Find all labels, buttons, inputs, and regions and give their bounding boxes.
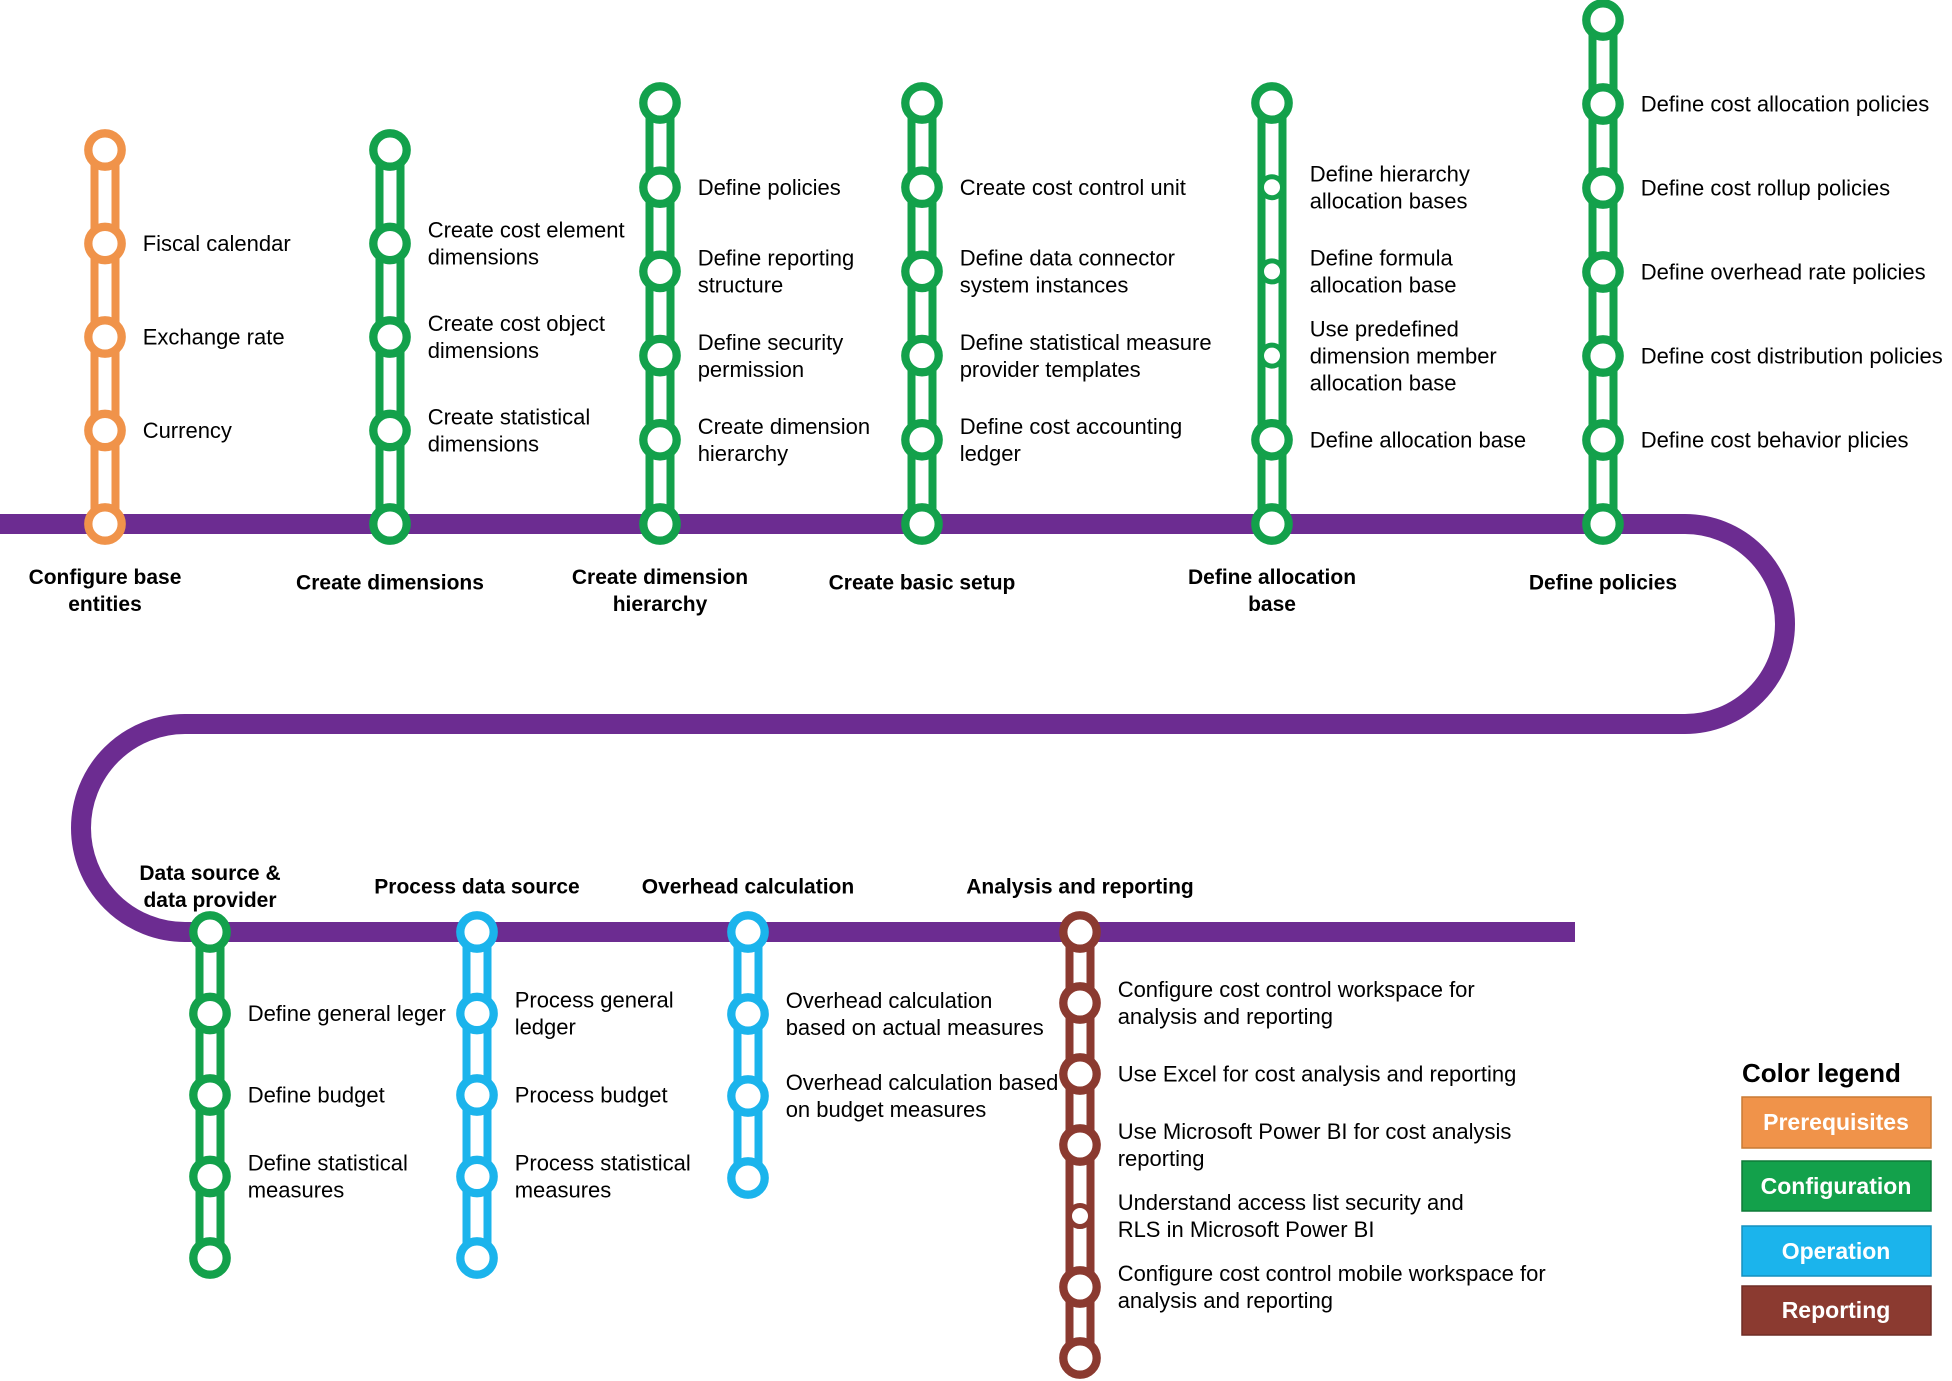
svg-text:Process budget: Process budget (515, 1083, 668, 1108)
svg-text:system instances: system instances (960, 273, 1129, 298)
svg-text:allocation bases: allocation bases (1310, 188, 1468, 213)
svg-text:Define cost allocation policie: Define cost allocation policies (1641, 92, 1930, 117)
svg-text:Configure cost control mobile: Configure cost control mobile workspace … (1118, 1261, 1546, 1286)
svg-text:Analysis and reporting: Analysis and reporting (966, 875, 1194, 898)
svg-text:dimensions: dimensions (428, 338, 539, 363)
svg-text:Configure cost control workspa: Configure cost control workspace for (1118, 977, 1475, 1002)
svg-text:dimension member: dimension member (1310, 343, 1497, 368)
svg-text:Configure base: Configure base (29, 566, 182, 589)
svg-text:analysis and reporting: analysis and reporting (1118, 1288, 1333, 1313)
svg-text:Define policies: Define policies (698, 175, 841, 200)
svg-text:Color legend: Color legend (1742, 1058, 1901, 1088)
svg-text:dimensions: dimensions (428, 245, 539, 270)
svg-text:Process statistical: Process statistical (515, 1151, 691, 1176)
svg-text:Create basic setup: Create basic setup (829, 571, 1016, 594)
svg-text:Process data source: Process data source (374, 875, 579, 898)
svg-text:Overhead calculation: Overhead calculation (786, 988, 993, 1013)
svg-text:reporting: reporting (1118, 1146, 1205, 1171)
svg-text:Create dimension: Create dimension (572, 566, 748, 589)
svg-text:Define cost accounting: Define cost accounting (960, 414, 1183, 439)
svg-text:Create cost control unit: Create cost control unit (960, 175, 1186, 200)
svg-text:Define hierarchy: Define hierarchy (1310, 161, 1470, 186)
svg-text:base: base (1248, 593, 1296, 616)
svg-text:Define allocation: Define allocation (1188, 566, 1356, 589)
svg-text:Create cost object: Create cost object (428, 311, 605, 336)
svg-text:Create dimension: Create dimension (698, 414, 870, 439)
svg-text:permission: permission (698, 357, 804, 382)
svg-text:Understand access list securit: Understand access list security and (1118, 1190, 1464, 1215)
svg-text:on budget measures: on budget measures (786, 1097, 987, 1122)
svg-text:Define data connector: Define data connector (960, 246, 1175, 271)
svg-text:Use predefined: Use predefined (1310, 316, 1459, 341)
svg-text:Operation: Operation (1782, 1238, 1891, 1264)
svg-text:provider templates: provider templates (960, 357, 1141, 382)
svg-text:structure: structure (698, 273, 784, 298)
svg-text:Define overhead rate policies: Define overhead rate policies (1641, 260, 1926, 285)
svg-text:Define security: Define security (698, 330, 844, 355)
svg-text:Define statistical measure: Define statistical measure (960, 330, 1212, 355)
svg-text:Overhead calculation: Overhead calculation (642, 875, 854, 898)
svg-text:ledger: ledger (960, 441, 1021, 466)
svg-text:Create statistical: Create statistical (428, 405, 591, 430)
svg-text:entities: entities (68, 593, 142, 616)
svg-text:measures: measures (515, 1178, 612, 1203)
svg-text:Use Excel for cost analysis an: Use Excel for cost analysis and reportin… (1118, 1062, 1517, 1087)
svg-text:Exchange rate: Exchange rate (143, 325, 285, 350)
svg-text:allocation base: allocation base (1310, 273, 1457, 298)
svg-text:Use Microsoft Power BI for cos: Use Microsoft Power BI for cost analysis (1118, 1119, 1512, 1144)
svg-text:Create cost element: Create cost element (428, 218, 625, 243)
svg-text:ledger: ledger (515, 1015, 576, 1040)
svg-text:Define formula: Define formula (1310, 246, 1454, 271)
svg-text:Define reporting: Define reporting (698, 246, 855, 271)
svg-text:Reporting: Reporting (1782, 1297, 1891, 1323)
svg-text:Prerequisites: Prerequisites (1763, 1109, 1909, 1135)
svg-text:Define cost behavior plicies: Define cost behavior plicies (1641, 428, 1909, 453)
svg-text:hierarchy: hierarchy (698, 441, 788, 466)
svg-text:Define allocation base: Define allocation base (1310, 428, 1526, 453)
svg-text:RLS in Microsoft Power BI: RLS in Microsoft Power BI (1118, 1217, 1375, 1242)
svg-text:Configuration: Configuration (1761, 1173, 1912, 1199)
svg-text:Define statistical: Define statistical (248, 1151, 408, 1176)
svg-text:Currency: Currency (143, 418, 232, 443)
svg-text:Define cost rollup policies: Define cost rollup policies (1641, 176, 1890, 201)
svg-text:allocation base: allocation base (1310, 370, 1457, 395)
svg-text:Fiscal calendar: Fiscal calendar (143, 231, 291, 256)
svg-text:data provider: data provider (143, 889, 276, 912)
svg-text:dimensions: dimensions (428, 432, 539, 457)
svg-text:Data source &: Data source & (139, 862, 280, 885)
svg-text:Define budget: Define budget (248, 1083, 385, 1108)
svg-text:based on actual measures: based on actual measures (786, 1015, 1044, 1040)
svg-text:measures: measures (248, 1178, 345, 1203)
svg-text:Define cost distribution polic: Define cost distribution policies (1641, 344, 1943, 369)
svg-text:Overhead calculation based: Overhead calculation based (786, 1070, 1059, 1095)
svg-text:Define general leger: Define general leger (248, 1001, 446, 1026)
svg-text:Define policies: Define policies (1529, 571, 1677, 594)
svg-text:Create dimensions: Create dimensions (296, 571, 484, 594)
svg-text:Process general: Process general (515, 988, 674, 1013)
svg-text:analysis and reporting: analysis and reporting (1118, 1004, 1333, 1029)
svg-text:hierarchy: hierarchy (613, 593, 708, 616)
